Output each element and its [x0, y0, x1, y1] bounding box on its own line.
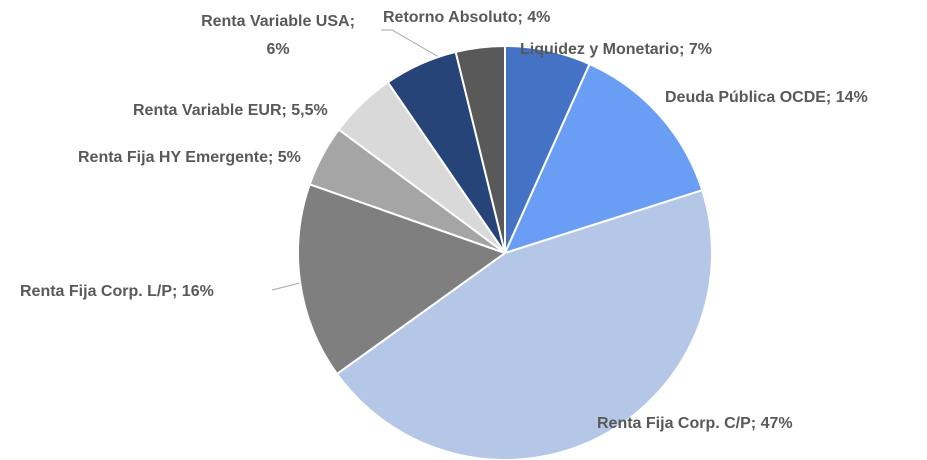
pie-slice [454, 44, 506, 254]
pie-slice [335, 188, 713, 460]
data-label: Deuda Pública OCDE; 14% [665, 89, 868, 106]
data-label: Renta Fija Corp. C/P; 47% [597, 415, 793, 432]
pie-slice [297, 183, 508, 376]
data-label: Liquidez y Monetario; 7% [520, 41, 712, 58]
leader-line [271, 282, 301, 291]
data-label: Renta Variable USA; 6% [201, 13, 355, 58]
data-label: Renta Variable EUR; 5,5% [133, 102, 328, 119]
data-label: Retorno Absoluto; 4% [383, 9, 550, 26]
data-label: Renta Fija Corp. L/P; 16% [20, 283, 214, 300]
data-label: Renta Fija HY Emergente; 5% [78, 149, 301, 166]
